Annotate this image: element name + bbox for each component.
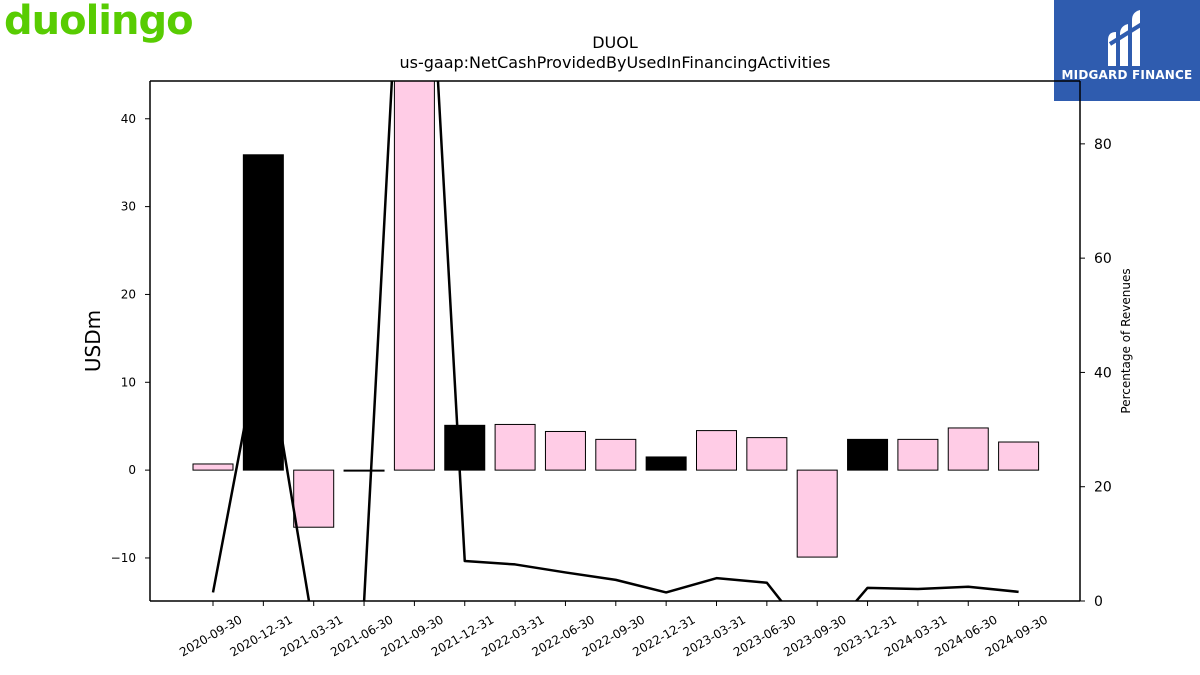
y-tick-label: −10 [111,551,136,565]
bar-2024-09-30 [998,441,1040,471]
y-tick-label: 30 [121,200,136,214]
bar-2022-06-30 [544,430,586,471]
y-axis-right-label: Percentage of Revenues [1119,268,1133,413]
bar-2022-09-30 [595,438,637,471]
bar-2021-06-30 [343,469,385,472]
midgard-finance-logo: MIDGARD FINANCE [1054,0,1200,101]
y-right-tick-label: 40 [1094,365,1112,381]
duolingo-logo: duolingo [4,0,194,44]
bar-2022-03-31 [494,423,536,471]
y-right-tick-label: 80 [1094,137,1112,153]
bar-2022-12-31 [645,456,687,471]
midgard-emblem-icon [1108,10,1144,66]
bar-2023-12-31 [847,438,889,471]
bar-2020-09-30 [192,463,234,471]
bar-2023-09-30 [796,469,838,558]
y-tick-label: 10 [121,375,136,389]
bar-2024-06-30 [947,427,989,471]
bars-layer [192,81,1040,558]
bar-2023-06-30 [746,437,788,471]
bar-2021-09-30 [393,81,435,471]
y-right-tick-label: 60 [1094,251,1112,267]
bar-2020-12-31 [242,154,284,471]
y-axis-label: USDm [81,310,105,372]
line-layer [211,81,1019,601]
chart-subtitle: us-gaap:NetCashProvidedByUsedInFinancing… [399,53,830,72]
bar-2024-03-31 [897,438,939,471]
y-tick-label: 20 [121,287,136,301]
y-right-tick-label: 0 [1094,594,1103,610]
bar-2021-12-31 [444,424,486,471]
chart-title: DUOL [592,33,638,52]
midgard-finance-wordmark: MIDGARD FINANCE [1061,68,1193,82]
y-right-tick-label: 20 [1094,480,1112,496]
bar-2021-03-31 [293,469,335,528]
revenue-pct-line [211,81,1019,601]
y-tick-label: 40 [121,112,136,126]
y-tick-label: 0 [128,463,136,477]
bar-2023-03-31 [696,430,737,471]
